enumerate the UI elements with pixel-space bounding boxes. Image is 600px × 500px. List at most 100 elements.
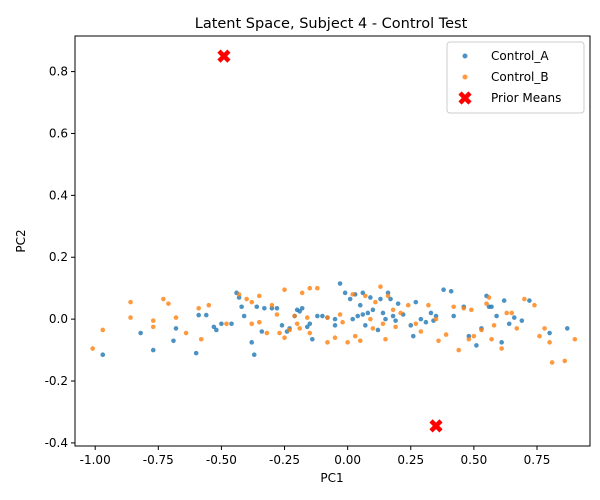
control-b-point-31	[304, 315, 310, 320]
control-a-point-61	[408, 323, 414, 328]
control-b-point-1	[100, 327, 106, 333]
control-a-point-43	[355, 313, 361, 319]
control-a-point-8	[211, 324, 217, 330]
control-b-point-36	[325, 340, 330, 345]
control-a-point-16	[249, 340, 255, 345]
control-a-point-69	[441, 287, 446, 293]
control-b-point-70	[486, 295, 492, 300]
control-b-point-13	[224, 321, 229, 327]
control-b-point-43	[357, 338, 363, 344]
prior-means-marker-1	[429, 419, 443, 433]
y-tick-label: 0.6	[49, 126, 68, 140]
plot-frame	[74, 35, 591, 447]
control-b-point-49	[380, 321, 386, 327]
control-a-point-15	[241, 313, 247, 319]
control-b-point-61	[443, 332, 449, 337]
control-b-point-4	[150, 318, 156, 323]
control-b-point-6	[161, 296, 166, 302]
control-a-point-2	[150, 347, 156, 353]
control-a-point-3	[171, 338, 176, 344]
control-a-point-54	[383, 316, 388, 322]
y-tick-label: -0.2	[45, 374, 68, 388]
control-b-point-57	[418, 329, 424, 334]
control-a-point-62	[410, 333, 416, 339]
control-a-point-47	[363, 323, 368, 328]
control-b-point-22	[274, 312, 280, 317]
y-tick-label: -0.4	[45, 436, 68, 450]
legend-label-control-b: Control_B	[491, 70, 549, 84]
control-b-point-25	[282, 335, 287, 340]
y-tick-label: 0.8	[49, 65, 68, 79]
control-a-point-22	[274, 306, 280, 311]
control-b-point-15	[244, 296, 249, 302]
control-a-point-33	[315, 313, 320, 319]
legend-box	[446, 41, 585, 114]
control-b-point-54	[398, 310, 403, 316]
control-a-point-14	[239, 304, 244, 310]
x-tick-label: -0.50	[206, 453, 237, 467]
control-b-point-10	[196, 306, 202, 311]
control-b-point-20	[264, 330, 270, 336]
control-b-point-17	[249, 321, 255, 327]
control-b-point-9	[183, 330, 189, 336]
control-b-point-12	[206, 302, 212, 308]
control-b-point-83	[562, 358, 568, 364]
control-a-point-39	[342, 290, 348, 296]
x-tick-label: -0.25	[269, 453, 300, 467]
control-a-point-6	[196, 312, 202, 318]
control-a-point-1	[138, 330, 143, 336]
control-a-point-71	[451, 313, 456, 319]
control-b-point-39	[340, 319, 345, 325]
control-b-point-47	[373, 299, 378, 305]
control-b-point-33	[307, 330, 313, 336]
control-b-point-77	[522, 296, 527, 302]
control-a-point-7	[203, 312, 209, 318]
legend-marker-control-b	[462, 74, 468, 80]
control-a-point-51	[375, 327, 381, 333]
control-a-point-5	[193, 350, 199, 356]
control-b-point-27	[292, 313, 297, 319]
control-a-point-9	[214, 327, 219, 333]
y-axis-label: PC2	[14, 229, 28, 252]
control-b-point-14	[236, 292, 242, 297]
control-b-point-28	[294, 321, 300, 327]
control-a-point-52	[378, 296, 383, 302]
y-tick-label: 0.0	[49, 312, 68, 326]
control-b-point-73	[499, 346, 504, 351]
control-a-point-36	[332, 323, 338, 328]
control-a-point-70	[448, 288, 454, 294]
control-a-point-29	[299, 306, 305, 311]
control-b-point-45	[368, 316, 373, 322]
control-a-point-56	[388, 296, 393, 302]
control-b-point-60	[436, 338, 441, 344]
control-b-point-44	[363, 293, 368, 299]
control-b-point-11	[198, 336, 204, 342]
control-b-point-30	[299, 290, 305, 296]
control-a-point-0	[100, 352, 106, 358]
x-tick-label: 0.25	[397, 453, 424, 467]
control-b-point-21	[269, 302, 275, 308]
control-b-point-26	[287, 327, 292, 333]
control-a-point-11	[229, 321, 234, 327]
control-b-point-62	[451, 304, 456, 310]
control-a-point-80	[499, 340, 504, 345]
control-a-point-20	[262, 306, 267, 311]
control-a-point-66	[428, 310, 434, 316]
x-tick-label: -0.75	[143, 453, 174, 467]
y-tick-label: 0.4	[49, 188, 68, 202]
control-b-point-48	[378, 284, 383, 289]
control-b-point-18	[256, 293, 262, 299]
x-axis-label: PC1	[320, 471, 343, 485]
control-a-point-74	[474, 343, 479, 348]
legend-label-control-a: Control_A	[491, 49, 549, 63]
control-a-point-48	[365, 310, 371, 316]
control-b-point-53	[393, 324, 398, 330]
control-b-point-80	[542, 326, 547, 331]
control-a-point-40	[347, 296, 353, 302]
control-b-point-69	[484, 301, 489, 306]
control-b-point-71	[489, 336, 494, 342]
control-a-point-57	[390, 313, 396, 319]
control-b-point-50	[383, 336, 388, 342]
control-a-point-19	[259, 329, 265, 334]
control-b-point-67	[471, 333, 477, 339]
